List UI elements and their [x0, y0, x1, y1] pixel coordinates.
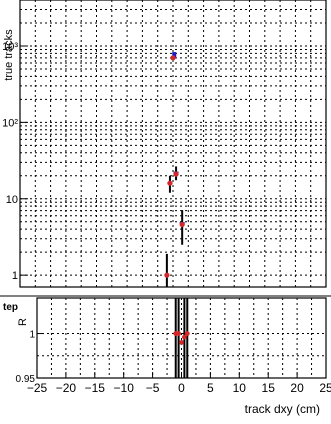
x-tick-label: −5 [146, 381, 160, 395]
red-point [170, 55, 176, 61]
x-tick-label: 10 [233, 381, 247, 395]
ratio-point [184, 331, 190, 336]
ratio-header-label: tep [3, 302, 18, 313]
ratio-point [176, 331, 182, 336]
ratio-series [173, 298, 190, 378]
main-y-tick-label: 10 [6, 194, 18, 206]
main-series [164, 52, 185, 287]
ratio-ticks: 0.95 1 −25 −20 −15 −10 −5 0 5 10 15 20 25 [16, 330, 331, 395]
x-axis-label: track dxy (cm) [245, 402, 320, 416]
blue-point [172, 52, 177, 59]
main-y-tick-label: 10² [2, 117, 18, 129]
x-tick-label: 15 [262, 381, 276, 395]
ratio-grid [37, 298, 326, 378]
panel-gap [0, 288, 331, 294]
red-point [164, 272, 170, 278]
red-point [173, 171, 179, 177]
main-panel-frame [19, 0, 327, 288]
ratio-point [181, 334, 187, 340]
x-tick-label: −10 [114, 381, 135, 395]
red-point [167, 180, 173, 186]
main-y-tick-label: 1 [12, 270, 18, 282]
x-tick-label: 20 [290, 381, 304, 395]
red-point [179, 221, 185, 228]
ratio-y-tick-label: 1 [29, 330, 35, 341]
x-tick-label: 25 [319, 381, 331, 395]
y-axis-label: true tracks [3, 29, 15, 81]
x-tick-label: 5 [207, 381, 214, 395]
main-grid [20, 0, 326, 287]
x-tick-label: −25 [27, 381, 48, 395]
ratio-y-tick-label: 0.95 [16, 374, 36, 385]
x-tick-label: −20 [56, 381, 77, 395]
x-tick-label: 0 [178, 381, 185, 395]
main-y-ticks: 1 10 10² 10³ [2, 41, 28, 282]
x-tick-label: −15 [85, 381, 106, 395]
main-y-tick-label: 10³ [2, 41, 18, 53]
ratio-point [179, 340, 184, 345]
ratio-y-axis-label: R [17, 318, 29, 326]
